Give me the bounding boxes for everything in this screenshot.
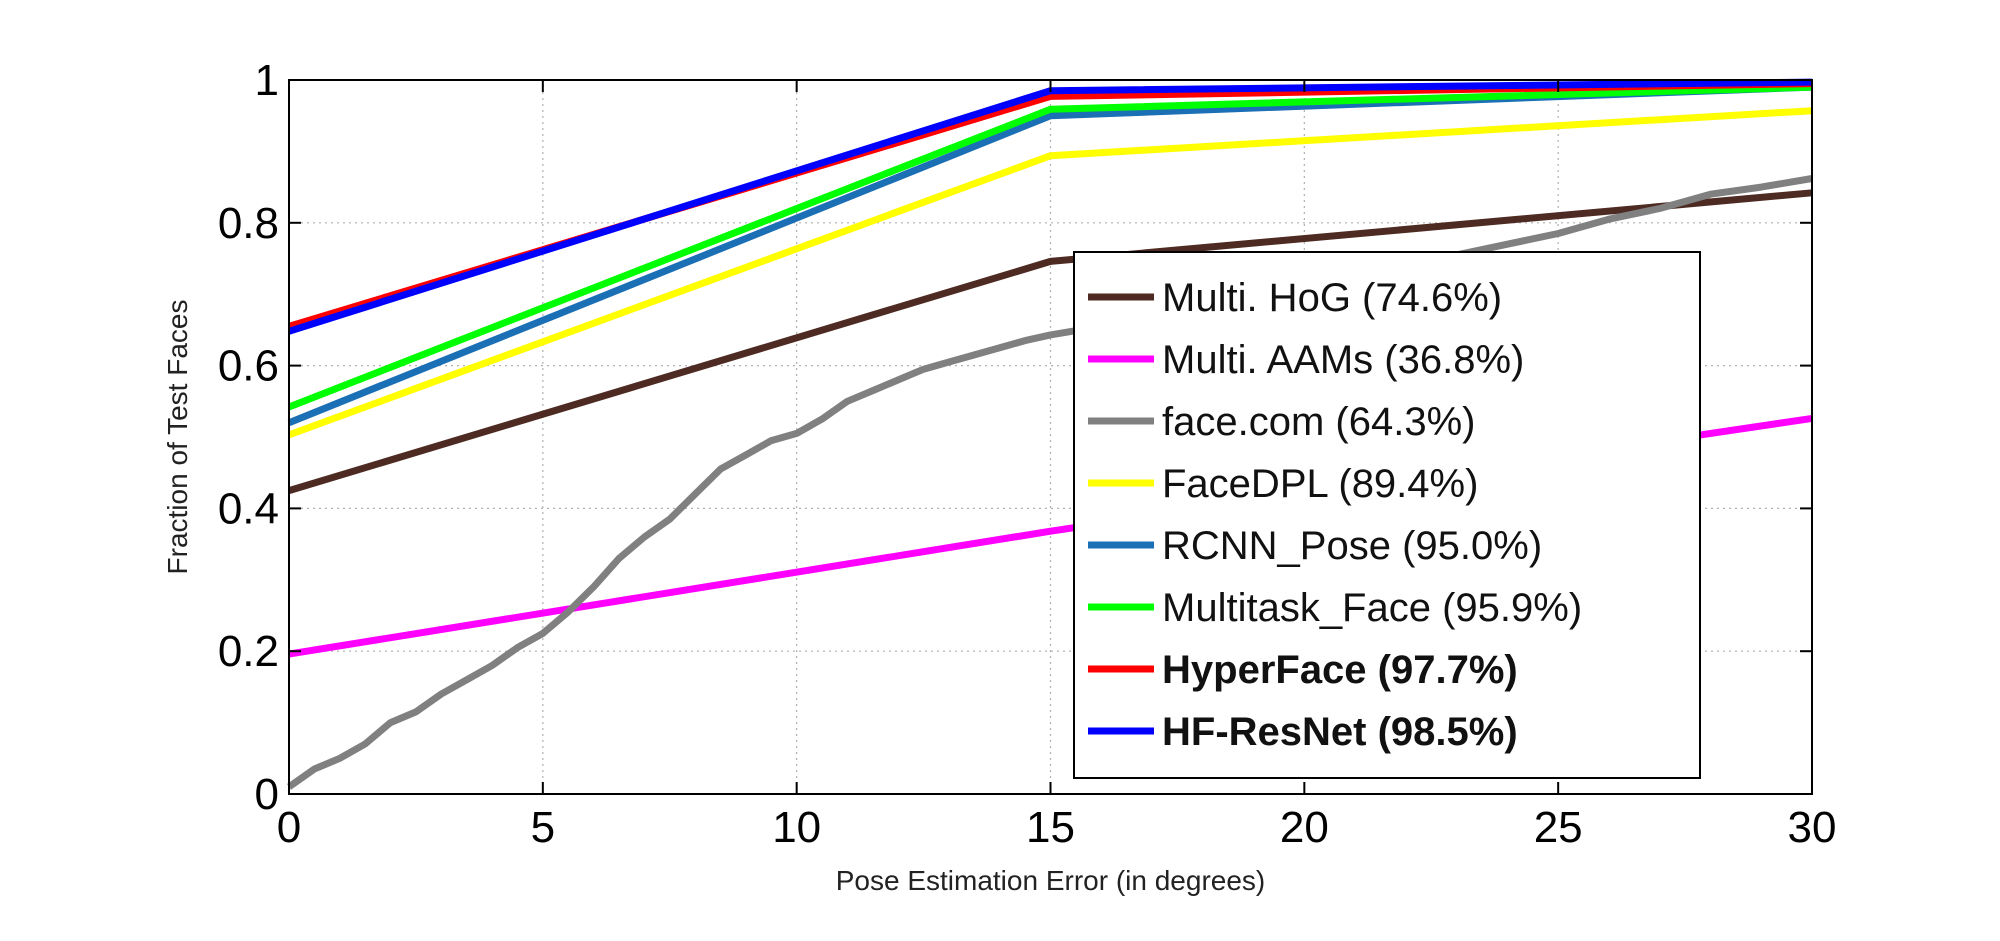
legend-items: Multi. HoG (74.6%) Multi. AAMs (36.8%) fac… [1088, 276, 1582, 754]
tick-labels: 0 5 10 15 20 25 30 0 0.2 0.4 0.6 0.8 1 [218, 56, 1837, 852]
x-tick-label: 5 [531, 803, 555, 852]
y-tick-label: 1 [255, 56, 279, 105]
y-tick-label: 0.8 [218, 199, 279, 248]
x-tick-label: 0 [277, 803, 301, 852]
legend-label: HF-ResNet (98.5%) [1162, 710, 1518, 754]
legend-label: Multi. HoG (74.6%) [1162, 276, 1502, 320]
legend-label: face.com (64.3%) [1162, 400, 1475, 444]
legend-label: RCNN_Pose (95.0%) [1162, 524, 1542, 568]
x-tick-label: 10 [772, 803, 821, 852]
y-axis-label: Fraction of Test Faces [162, 300, 193, 575]
legend-label: Multi. AAMs (36.8%) [1162, 338, 1524, 382]
legend-label: HyperFace (97.7%) [1162, 648, 1518, 692]
legend-label: Multitask_Face (95.9%) [1162, 586, 1582, 630]
x-axis-label: Pose Estimation Error (in degrees) [836, 865, 1266, 896]
x-tick-label: 30 [1788, 803, 1837, 852]
y-tick-label: 0 [255, 770, 279, 819]
y-tick-label: 0.2 [218, 627, 279, 676]
legend: Multi. HoG (74.6%) Multi. AAMs (36.8%) fac… [1073, 251, 1701, 779]
ticks [288, 79, 1813, 795]
series-line [287, 189, 1813, 494]
x-tick-label: 25 [1534, 803, 1583, 852]
legend-box [1073, 251, 1701, 779]
series-line [287, 107, 1813, 439]
x-tick-label: 20 [1280, 803, 1329, 852]
series-line [287, 83, 1813, 411]
y-tick-label: 0.6 [218, 342, 279, 391]
y-tick-label: 0.4 [218, 484, 279, 533]
x-tick-label: 15 [1026, 803, 1075, 852]
legend-label: FaceDPL (89.4%) [1162, 462, 1478, 506]
